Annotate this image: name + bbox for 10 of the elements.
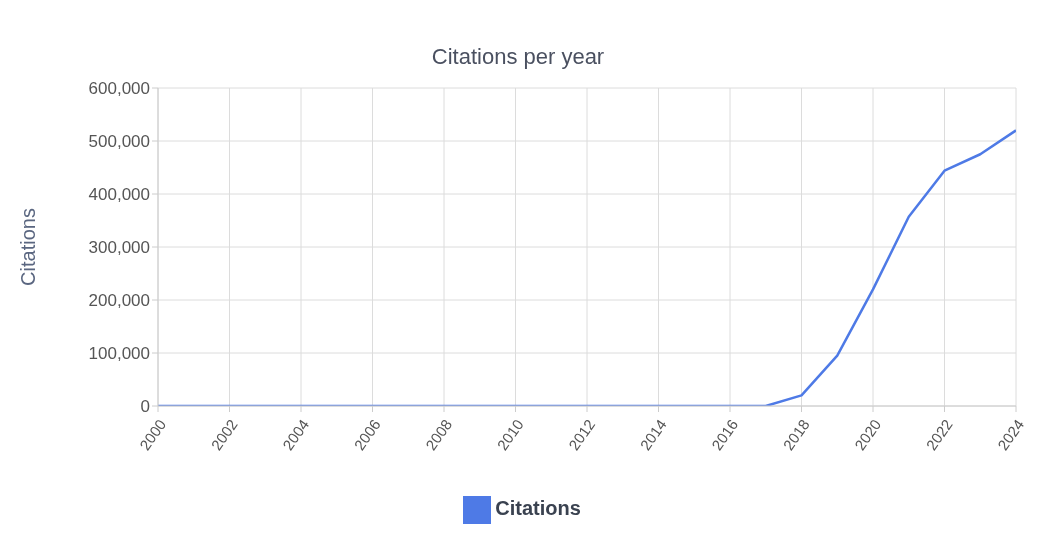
y-tick-label: 600,000 bbox=[88, 79, 150, 99]
y-tick-label: 0 bbox=[140, 397, 150, 417]
y-tick-label: 400,000 bbox=[88, 185, 150, 205]
y-axis-title: Citations bbox=[17, 208, 40, 286]
y-tick-label: 100,000 bbox=[88, 344, 150, 364]
chart-title: Citations per year bbox=[430, 43, 606, 71]
y-tick-label: 200,000 bbox=[88, 291, 150, 311]
legend-label: Citations bbox=[495, 497, 581, 520]
y-tick-label: 500,000 bbox=[88, 132, 150, 152]
y-tick-label: 300,000 bbox=[88, 238, 150, 258]
